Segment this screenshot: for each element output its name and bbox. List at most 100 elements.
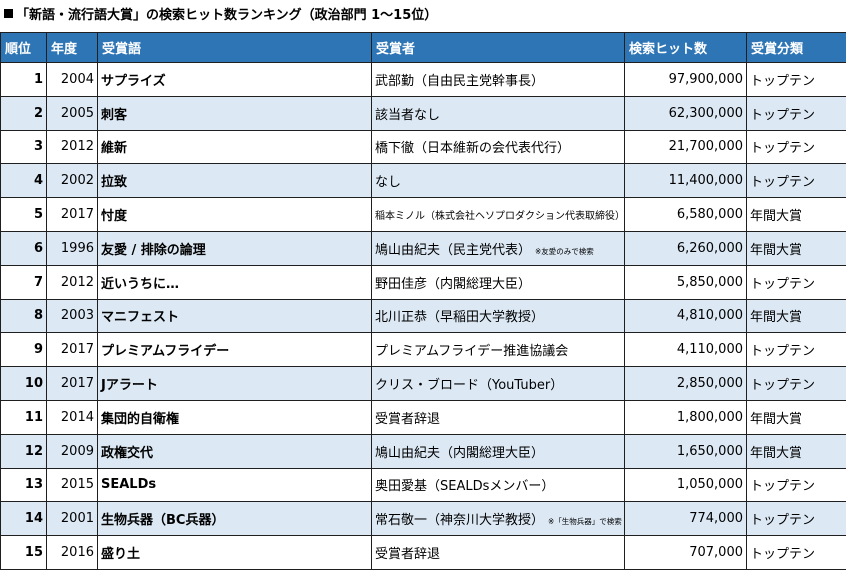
- cell-recipient: 受賞者辞退: [371, 399, 625, 435]
- cell-hits: 11,400,000: [624, 163, 747, 199]
- recipient-name: なし: [375, 175, 402, 191]
- cell-recipient: 常石敬一（神奈川大学教授） ※「生物兵器」で検索: [371, 501, 625, 537]
- cell-hits: 4,810,000: [624, 298, 747, 334]
- table-row: 7 2012 近いうちに… 野田佳彦（内閣総理大臣） 5,850,000 トップテン: [0, 264, 846, 300]
- cell-word: 盛り土: [97, 535, 372, 570]
- cell-hits: 4,110,000: [624, 332, 747, 368]
- cell-rank: 10: [0, 366, 47, 401]
- cell-hits: 6,260,000: [624, 230, 747, 266]
- table-row: 4 2002 拉致 なし 11,400,000 トップテン: [0, 163, 846, 199]
- cell-recipient: 橋下徹（日本維新の会代表代行）: [371, 129, 625, 165]
- cell-word: プレミアムフライデー: [97, 332, 372, 368]
- recipient-name: プレミアムフライデー推進協議会: [375, 344, 569, 360]
- cell-category: トップテン: [746, 163, 846, 199]
- cell-year: 1996: [46, 230, 98, 266]
- cell-hits: 1,800,000: [624, 399, 747, 435]
- recipient-name: クリス・ブロード（YouTuber）: [375, 378, 564, 394]
- cell-year: 2002: [46, 163, 98, 199]
- recipient-name: 鳩山由紀夫（民主党代表）: [375, 242, 532, 258]
- cell-rank: 12: [0, 433, 47, 469]
- header-year: 年度: [46, 32, 98, 63]
- table-row: 9 2017 プレミアムフライデー プレミアムフライデー推進協議会 4,110,000 ト…: [0, 332, 846, 368]
- table-row: 12 2009 政権交代 鳩山由紀夫（内閣総理大臣） 1,650,000 年間大賞: [0, 433, 846, 469]
- cell-category: トップテン: [746, 366, 846, 401]
- cell-year: 2009: [46, 433, 98, 469]
- cell-word: 生物兵器（BC兵器）: [97, 501, 372, 537]
- table-row: 10 2017 Jアラート クリス・ブロード（YouTuber） 2,850,000 トッ…: [0, 366, 846, 401]
- cell-word: 拉致: [97, 163, 372, 199]
- cell-year: 2003: [46, 298, 98, 334]
- cell-rank: 4: [0, 163, 47, 199]
- header-rank: 順位: [0, 32, 47, 63]
- ranking-table: 順位 年度 受賞語 受賞者 検索ヒット数 受賞分類 1 2004 サプライズ 武部勤（…: [0, 32, 846, 570]
- recipient-name: 常石敬一（神奈川大学教授）: [375, 513, 545, 529]
- cell-category: 年間大賞: [746, 399, 846, 435]
- cell-category: トップテン: [746, 332, 846, 368]
- cell-hits: 97,900,000: [624, 62, 747, 97]
- cell-rank: 2: [0, 95, 47, 131]
- cell-hits: 1,050,000: [624, 467, 747, 503]
- header-category: 受賞分類: [746, 32, 846, 63]
- table-row: 11 2014 集団的自衛権 受賞者辞退 1,800,000 年間大賞: [0, 399, 846, 435]
- cell-year: 2016: [46, 535, 98, 570]
- cell-category: 年間大賞: [746, 197, 846, 232]
- cell-word: 政権交代: [97, 433, 372, 469]
- cell-recipient: 奥田愛基（SEALDsメンバー）: [371, 467, 625, 503]
- cell-word: 友愛 / 排除の論理: [97, 230, 372, 266]
- cell-rank: 11: [0, 399, 47, 435]
- cell-recipient: なし: [371, 163, 625, 199]
- recipient-name: 武部勤（自由民主党幹事長）: [375, 73, 545, 89]
- recipient-note: ※友愛のみで検索: [535, 246, 594, 256]
- recipient-name: 野田佳彦（内閣総理大臣）: [375, 276, 532, 292]
- cell-word: 刺客: [97, 95, 372, 131]
- cell-word: SEALDs: [97, 467, 372, 503]
- header-word: 受賞語: [97, 32, 372, 63]
- cell-category: トップテン: [746, 129, 846, 165]
- table-row: 13 2015 SEALDs 奥田愛基（SEALDsメンバー） 1,050,000 トップ…: [0, 467, 846, 503]
- header-recipient: 受賞者: [371, 32, 625, 63]
- table-row: 6 1996 友愛 / 排除の論理 鳩山由紀夫（民主党代表） ※友愛のみで検索 6,260…: [0, 230, 846, 266]
- cell-hits: 21,700,000: [624, 129, 747, 165]
- cell-recipient: 稲本ミノル（株式会社ヘソプロダクション代表取締役）: [371, 197, 625, 232]
- cell-rank: 7: [0, 264, 47, 300]
- cell-recipient: プレミアムフライデー推進協議会: [371, 332, 625, 368]
- cell-recipient: 野田佳彦（内閣総理大臣）: [371, 264, 625, 300]
- table-row: 2 2005 刺客 該当者なし 62,300,000 トップテン: [0, 95, 846, 131]
- cell-recipient: 受賞者辞退: [371, 535, 625, 570]
- cell-category: 年間大賞: [746, 230, 846, 266]
- cell-rank: 15: [0, 535, 47, 570]
- cell-hits: 774,000: [624, 501, 747, 537]
- cell-recipient: 鳩山由紀夫（内閣総理大臣）: [371, 433, 625, 469]
- cell-rank: 14: [0, 501, 47, 537]
- cell-hits: 2,850,000: [624, 366, 747, 401]
- recipient-name: 鳩山由紀夫（内閣総理大臣）: [375, 445, 545, 461]
- cell-year: 2012: [46, 264, 98, 300]
- cell-year: 2005: [46, 95, 98, 131]
- recipient-name: 該当者なし: [375, 107, 441, 123]
- cell-recipient: 武部勤（自由民主党幹事長）: [371, 62, 625, 97]
- cell-year: 2015: [46, 467, 98, 503]
- cell-category: 年間大賞: [746, 433, 846, 469]
- cell-category: トップテン: [746, 501, 846, 537]
- cell-word: 忖度: [97, 197, 372, 232]
- table-row: 3 2012 維新 橋下徹（日本維新の会代表代行） 21,700,000 トップテン: [0, 129, 846, 165]
- table-row: 8 2003 マニフェスト 北川正恭（早稲田大学教授） 4,810,000 年間大賞: [0, 298, 846, 334]
- cell-rank: 3: [0, 129, 47, 165]
- cell-year: 2014: [46, 399, 98, 435]
- table-row: 1 2004 サプライズ 武部勤（自由民主党幹事長） 97,900,000 トップテン: [0, 62, 846, 97]
- cell-word: サプライズ: [97, 62, 372, 97]
- cell-recipient: 該当者なし: [371, 95, 625, 131]
- page-title-text: 「新語・流行語大賞」の検索ヒット数ランキング（政治部門 1～15位）: [16, 8, 438, 23]
- page-title: 「新語・流行語大賞」の検索ヒット数ランキング（政治部門 1～15位）: [4, 4, 437, 28]
- cell-year: 2017: [46, 366, 98, 401]
- cell-category: トップテン: [746, 264, 846, 300]
- header-hits: 検索ヒット数: [624, 32, 747, 63]
- recipient-name: 橋下徹（日本維新の会代表代行）: [375, 141, 571, 157]
- cell-rank: 5: [0, 197, 47, 232]
- table-header-row: 順位 年度 受賞語 受賞者 検索ヒット数 受賞分類: [0, 32, 846, 63]
- table-row: 15 2016 盛り土 受賞者辞退 707,000 トップテン: [0, 535, 846, 570]
- recipient-name: 奥田愛基（SEALDsメンバー）: [375, 479, 555, 495]
- cell-rank: 8: [0, 298, 47, 334]
- cell-category: トップテン: [746, 467, 846, 503]
- recipient-name: 北川正恭（早稲田大学教授）: [375, 310, 545, 326]
